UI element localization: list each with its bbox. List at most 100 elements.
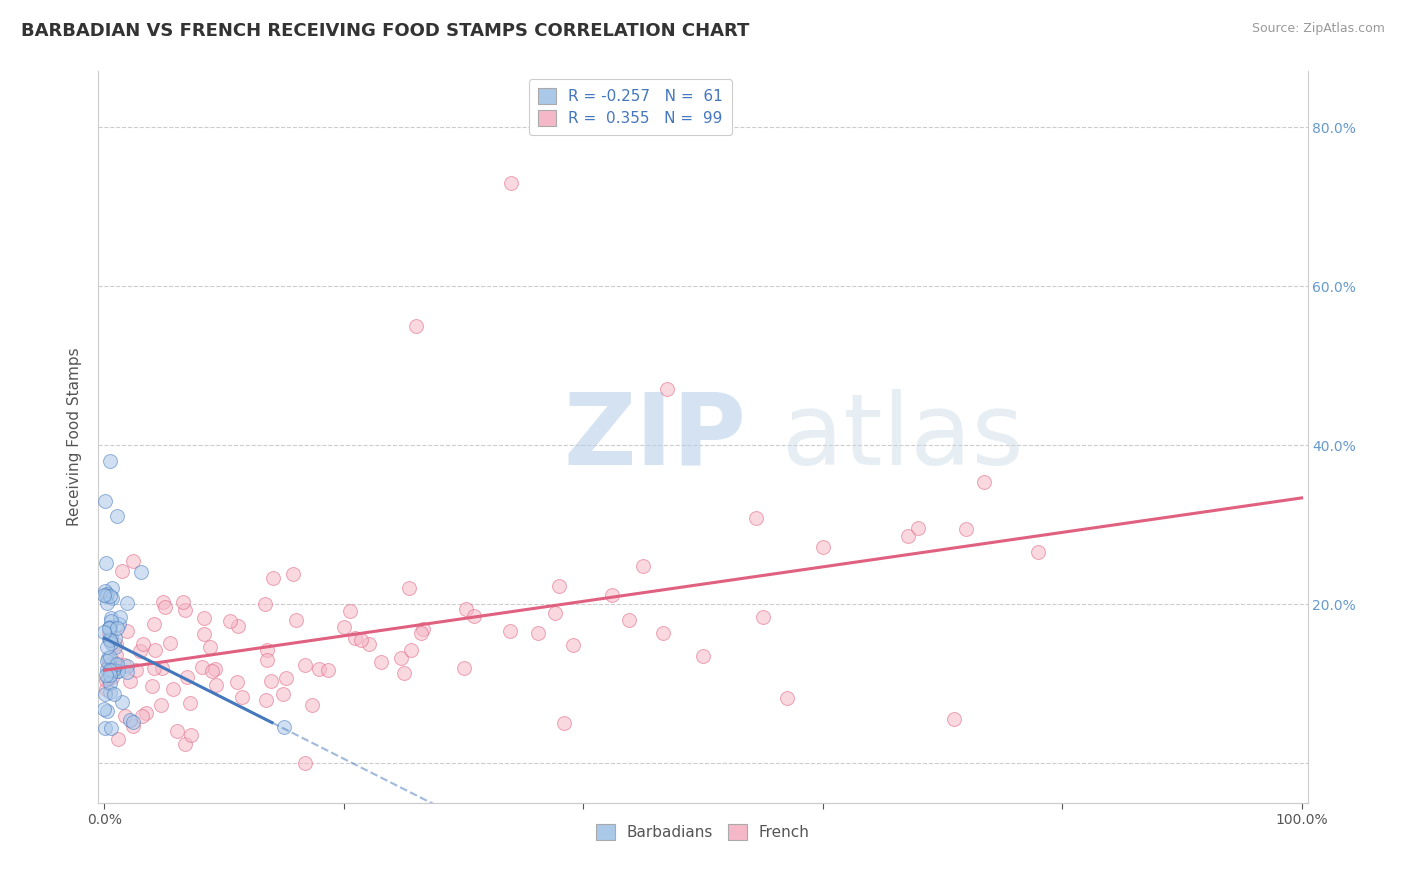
Text: Source: ZipAtlas.com: Source: ZipAtlas.com xyxy=(1251,22,1385,36)
Point xyxy=(548,579,571,593)
Point xyxy=(100,614,122,628)
Point xyxy=(141,679,163,693)
Point xyxy=(201,664,224,678)
Point xyxy=(193,611,215,625)
Point xyxy=(262,571,284,585)
Point xyxy=(94,494,117,508)
Point xyxy=(105,509,128,524)
Point xyxy=(256,642,278,657)
Point xyxy=(350,633,373,648)
Point xyxy=(631,558,654,573)
Point xyxy=(409,625,432,640)
Point xyxy=(100,620,122,634)
Point xyxy=(100,630,122,644)
Point xyxy=(143,616,166,631)
Point xyxy=(172,594,194,608)
Point xyxy=(104,657,127,672)
Point xyxy=(811,540,834,554)
Point xyxy=(152,661,174,675)
Point xyxy=(97,657,120,671)
Point xyxy=(271,687,294,701)
Point xyxy=(174,737,197,751)
Point xyxy=(776,690,799,705)
Point xyxy=(97,651,120,665)
Point xyxy=(101,581,124,595)
Point xyxy=(253,597,276,611)
Point xyxy=(125,663,148,677)
Point xyxy=(129,565,152,579)
Y-axis label: Receiving Food Stamps: Receiving Food Stamps xyxy=(67,348,83,526)
Point xyxy=(273,720,295,734)
Point xyxy=(301,698,323,712)
Text: atlas: atlas xyxy=(782,389,1024,485)
Point xyxy=(100,721,122,735)
Point xyxy=(94,668,117,682)
Point xyxy=(103,664,125,678)
Point xyxy=(218,614,240,628)
Point xyxy=(96,596,118,610)
Point xyxy=(98,663,121,677)
Point xyxy=(204,678,226,692)
Point xyxy=(100,611,122,625)
Point xyxy=(600,588,623,602)
Point xyxy=(132,637,155,651)
Point xyxy=(405,318,427,333)
Point xyxy=(107,664,129,678)
Point xyxy=(412,622,434,636)
Point xyxy=(118,713,141,727)
Point xyxy=(93,702,115,716)
Point xyxy=(105,657,128,672)
Point xyxy=(111,695,134,709)
Point xyxy=(553,715,575,730)
Point xyxy=(117,624,139,638)
Point xyxy=(143,643,166,657)
Point xyxy=(745,511,768,525)
Point xyxy=(179,696,201,710)
Point xyxy=(155,600,177,615)
Point xyxy=(96,587,118,601)
Point xyxy=(135,706,157,720)
Point xyxy=(93,625,115,640)
Point xyxy=(527,626,550,640)
Point xyxy=(122,554,145,568)
Point xyxy=(122,719,145,733)
Point xyxy=(166,723,188,738)
Point xyxy=(117,595,139,609)
Point xyxy=(96,654,118,668)
Point xyxy=(104,648,127,663)
Point xyxy=(111,564,134,578)
Point xyxy=(114,708,136,723)
Point xyxy=(97,671,120,685)
Point xyxy=(105,620,128,634)
Point xyxy=(943,712,966,726)
Point xyxy=(463,608,485,623)
Point xyxy=(96,640,118,655)
Point xyxy=(98,632,121,647)
Point xyxy=(97,625,120,640)
Point xyxy=(98,589,121,603)
Point xyxy=(122,714,145,729)
Point xyxy=(98,454,121,468)
Point xyxy=(93,687,115,701)
Point xyxy=(117,658,139,673)
Point xyxy=(98,684,121,698)
Legend: Barbadians, French: Barbadians, French xyxy=(591,818,815,847)
Point xyxy=(100,591,122,605)
Point xyxy=(453,661,475,675)
Point xyxy=(1026,545,1049,559)
Point xyxy=(150,698,173,712)
Point xyxy=(231,690,253,704)
Point xyxy=(955,522,977,536)
Point xyxy=(104,631,127,645)
Point xyxy=(96,557,118,571)
Point xyxy=(225,674,247,689)
Point xyxy=(96,673,118,688)
Point xyxy=(152,594,174,608)
Point xyxy=(544,606,567,620)
Point xyxy=(107,732,129,747)
Point xyxy=(454,602,477,616)
Point xyxy=(204,662,226,676)
Point xyxy=(389,651,412,665)
Point xyxy=(98,667,121,681)
Point xyxy=(259,674,281,689)
